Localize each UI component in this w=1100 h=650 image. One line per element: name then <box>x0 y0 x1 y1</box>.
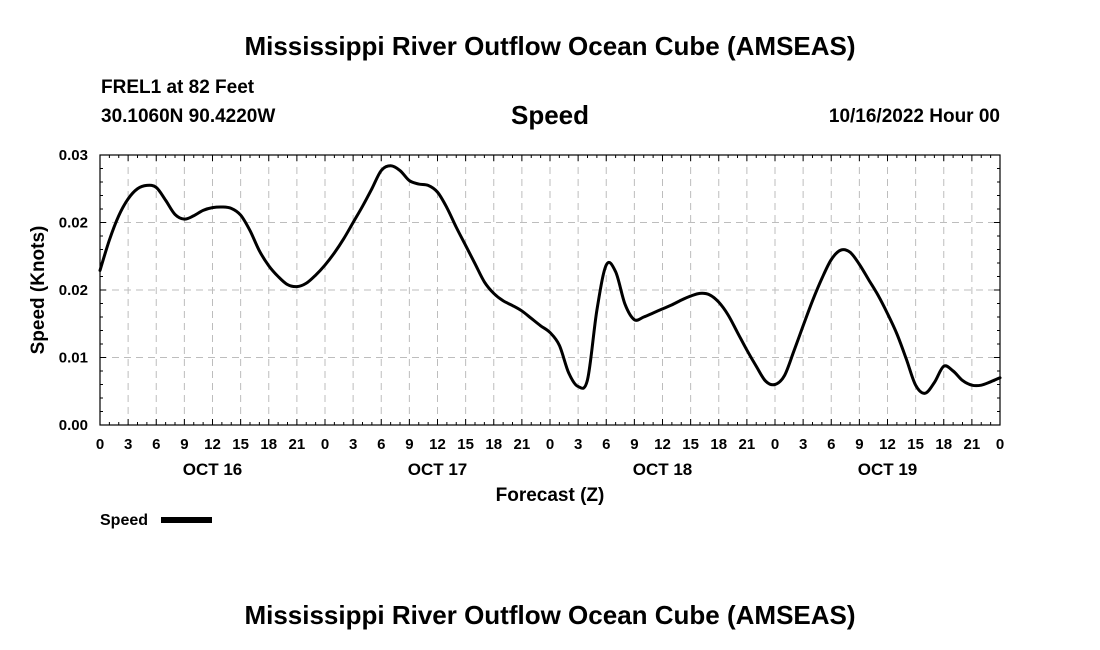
repeated-chart-title: Mississippi River Outflow Ocean Cube (AM… <box>244 600 856 630</box>
x-tick-label: 12 <box>879 436 896 453</box>
x-tick-label: 6 <box>152 436 160 453</box>
series-layer <box>98 164 1002 395</box>
x-tick-label: 12 <box>654 436 671 453</box>
x-tick-label: 12 <box>429 436 446 453</box>
y-axis-title: Speed (Knots) <box>28 226 49 355</box>
variable-title: Speed <box>510 100 590 130</box>
x-tick-label: 15 <box>232 436 249 453</box>
station-coordinates: 30.1060N 90.4220W <box>101 106 276 127</box>
day-label: OCT 18 <box>633 460 693 479</box>
x-tick-label: 3 <box>349 436 357 453</box>
x-tick-label: 18 <box>485 436 502 453</box>
grid <box>100 155 1000 425</box>
legend: Speed <box>100 512 212 529</box>
day-label: OCT 16 <box>183 460 243 479</box>
day-label: OCT 17 <box>408 460 468 479</box>
x-tick-label: 6 <box>827 436 835 453</box>
y-tick-label: 0.00 <box>59 417 88 434</box>
series-line-speed <box>98 164 1002 395</box>
x-tick-label: 3 <box>574 436 582 453</box>
x-tick-label: 9 <box>855 436 863 453</box>
x-tick-label: 0 <box>771 436 779 453</box>
x-tick-label: 18 <box>710 436 727 453</box>
y-tick-label: 0.01 <box>59 350 88 367</box>
x-tick-label: 12 <box>204 436 221 453</box>
station-label: FREL1 at 82 Feet <box>101 77 255 98</box>
chart-main-title: Mississippi River Outflow Ocean Cube (AM… <box>244 31 856 61</box>
x-tick-label: 9 <box>180 436 188 453</box>
x-tick-label: 0 <box>96 436 104 453</box>
x-tick-label: 18 <box>260 436 277 453</box>
axis-labels: 0 3 6 9 12 15 18 21 0 3 6 9 12 15 18 21 0 3 6 9 12 15 18 21 0 3 6 9… <box>59 147 1004 479</box>
x-tick-label: 0 <box>321 436 329 453</box>
x-tick-label: 3 <box>124 436 132 453</box>
legend-label: Speed <box>100 512 148 529</box>
x-tick-label: 0 <box>546 436 554 453</box>
x-tick-label: 15 <box>457 436 474 453</box>
x-tick-label: 18 <box>935 436 952 453</box>
x-tick-label: 0 <box>996 436 1004 453</box>
y-tick-label: 0.02 <box>59 282 88 299</box>
axis-ticks <box>99 154 1001 426</box>
x-tick-label: 6 <box>377 436 385 453</box>
x-tick-label: 15 <box>682 436 699 453</box>
x-tick-label: 9 <box>630 436 638 453</box>
x-tick-label: 21 <box>289 436 306 453</box>
x-tick-label: 21 <box>514 436 531 453</box>
y-tick-label: 0.03 <box>59 147 88 164</box>
x-tick-label: 21 <box>964 436 981 453</box>
y-tick-label: 0.02 <box>59 215 88 232</box>
x-tick-label: 3 <box>799 436 807 453</box>
x-tick-label: 6 <box>602 436 610 453</box>
x-tick-label: 21 <box>739 436 756 453</box>
x-tick-label: 15 <box>907 436 924 453</box>
day-label: OCT 19 <box>858 460 918 479</box>
forecast-datetime: 10/16/2022 Hour 00 <box>828 106 1000 127</box>
x-tick-label: 9 <box>405 436 413 453</box>
x-axis-title: Forecast (Z) <box>496 485 605 506</box>
